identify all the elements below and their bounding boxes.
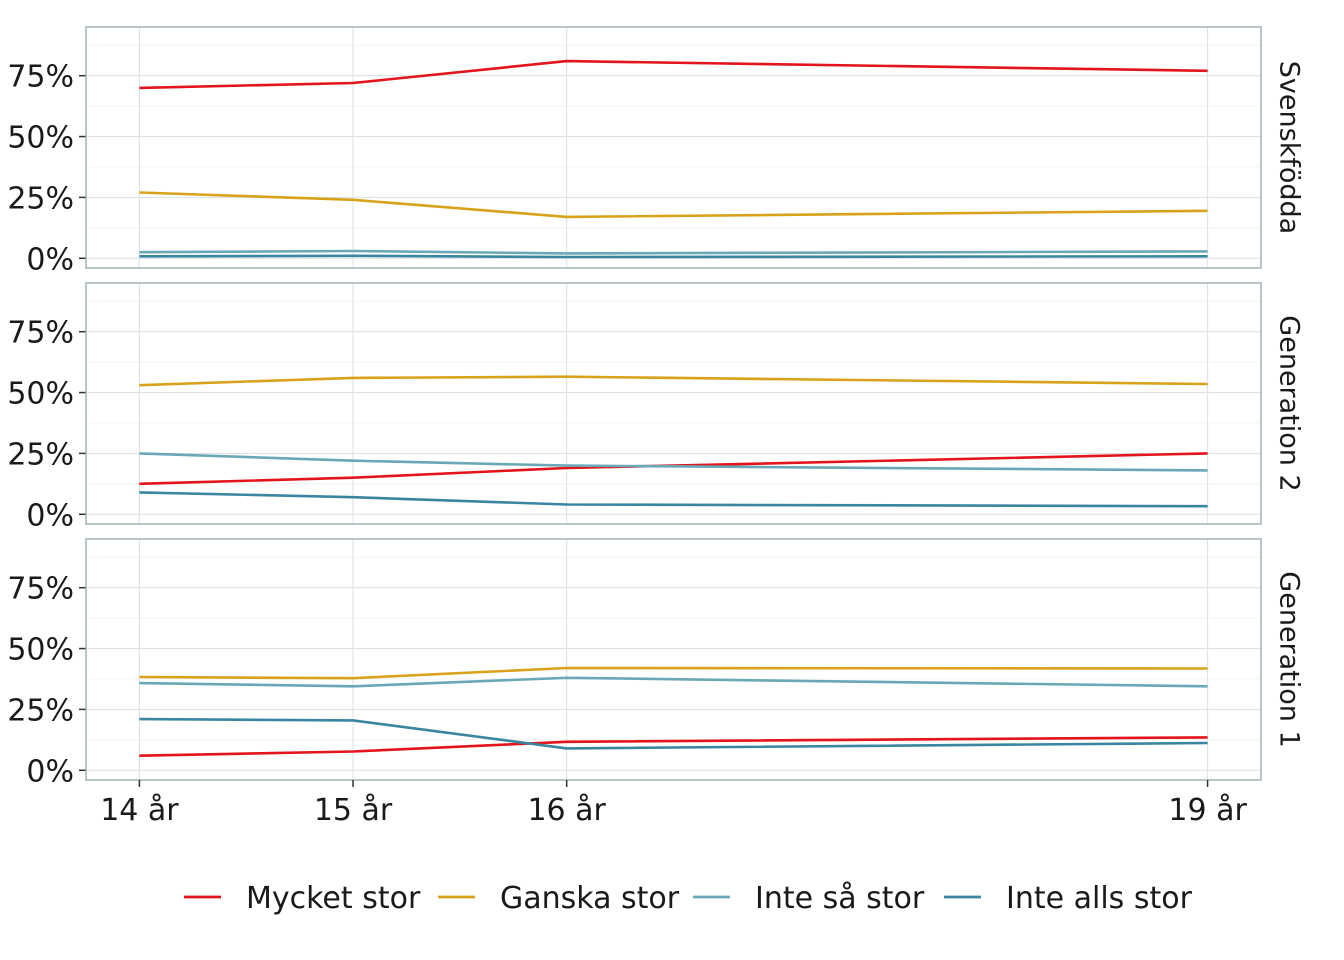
legend-item-inte-alls-stor: Inte alls stor [944,881,1193,916]
panel-border [85,538,1262,781]
panel-background [85,282,1262,525]
panel-border [85,282,1262,525]
series-line-inte-sa-stor [139,249,1208,255]
y-tick-label: 75% [7,572,74,607]
y-tick-label: 75% [7,316,74,351]
legend: Mycket stor Ganska stor Inte så stor Inte a… [184,881,1193,916]
y-tick-label: 50% [7,121,74,156]
series-line-inte-sa-stor [139,676,1208,688]
series-line-inte-alls-stor [139,717,1208,750]
legend-item-inte-sa-stor: Inte så stor [693,881,925,916]
chart-panels: 0% 25% 50% 75% Svenskfödda 0% 25% 50% 75% Generat… [7,26,1305,789]
panel-generation-2: 0% 25% 50% 75% Generation 2 [7,282,1305,533]
series-line-ganska-stor [139,666,1208,680]
x-tick-label: 15 år [314,793,393,828]
y-tick-label: 25% [7,693,74,728]
legend-item-ganska-stor: Ganska stor [438,881,680,916]
x-tick-label: 16 år [527,793,606,828]
x-tick-label: 19 år [1168,793,1247,828]
legend-label: Ganska stor [500,881,680,916]
y-tick-label: 0% [26,754,74,789]
legend-label: Inte så stor [755,881,925,916]
panel-border [85,26,1262,269]
y-tick-label: 50% [7,377,74,412]
legend-label: Mycket stor [246,881,421,916]
facet-label: Generation 1 [1274,571,1305,747]
panel-generation-1: 0% 25% 50% 75% Generation 1 [7,538,1305,789]
y-tick-label: 25% [7,181,74,216]
y-tick-label: 25% [7,437,74,472]
series-line-mycket-stor [139,452,1208,486]
series-line-mycket-stor [139,59,1208,90]
y-tick-label: 75% [7,60,74,95]
legend-item-mycket-stor: Mycket stor [184,881,421,916]
x-tick-label: 14 år [100,793,179,828]
y-tick-label: 50% [7,633,74,668]
series-line-inte-alls-stor [139,491,1208,508]
series-line-inte-alls-stor [139,254,1208,259]
series-line-mycket-stor [139,736,1208,757]
y-tick-label: 0% [26,242,74,277]
facet-label: Svenskfödda [1274,61,1305,234]
series-line-ganska-stor [139,375,1208,387]
panel-svenskfodda: 0% 25% 50% 75% Svenskfödda [7,26,1305,277]
x-axis: 14 år 15 år 16 år 19 år [100,780,1247,828]
legend-label: Inte alls stor [1006,881,1193,916]
series-line-inte-sa-stor [139,452,1208,472]
facet-label: Generation 2 [1274,315,1305,491]
y-tick-label: 0% [26,498,74,533]
series-line-ganska-stor [139,191,1208,219]
